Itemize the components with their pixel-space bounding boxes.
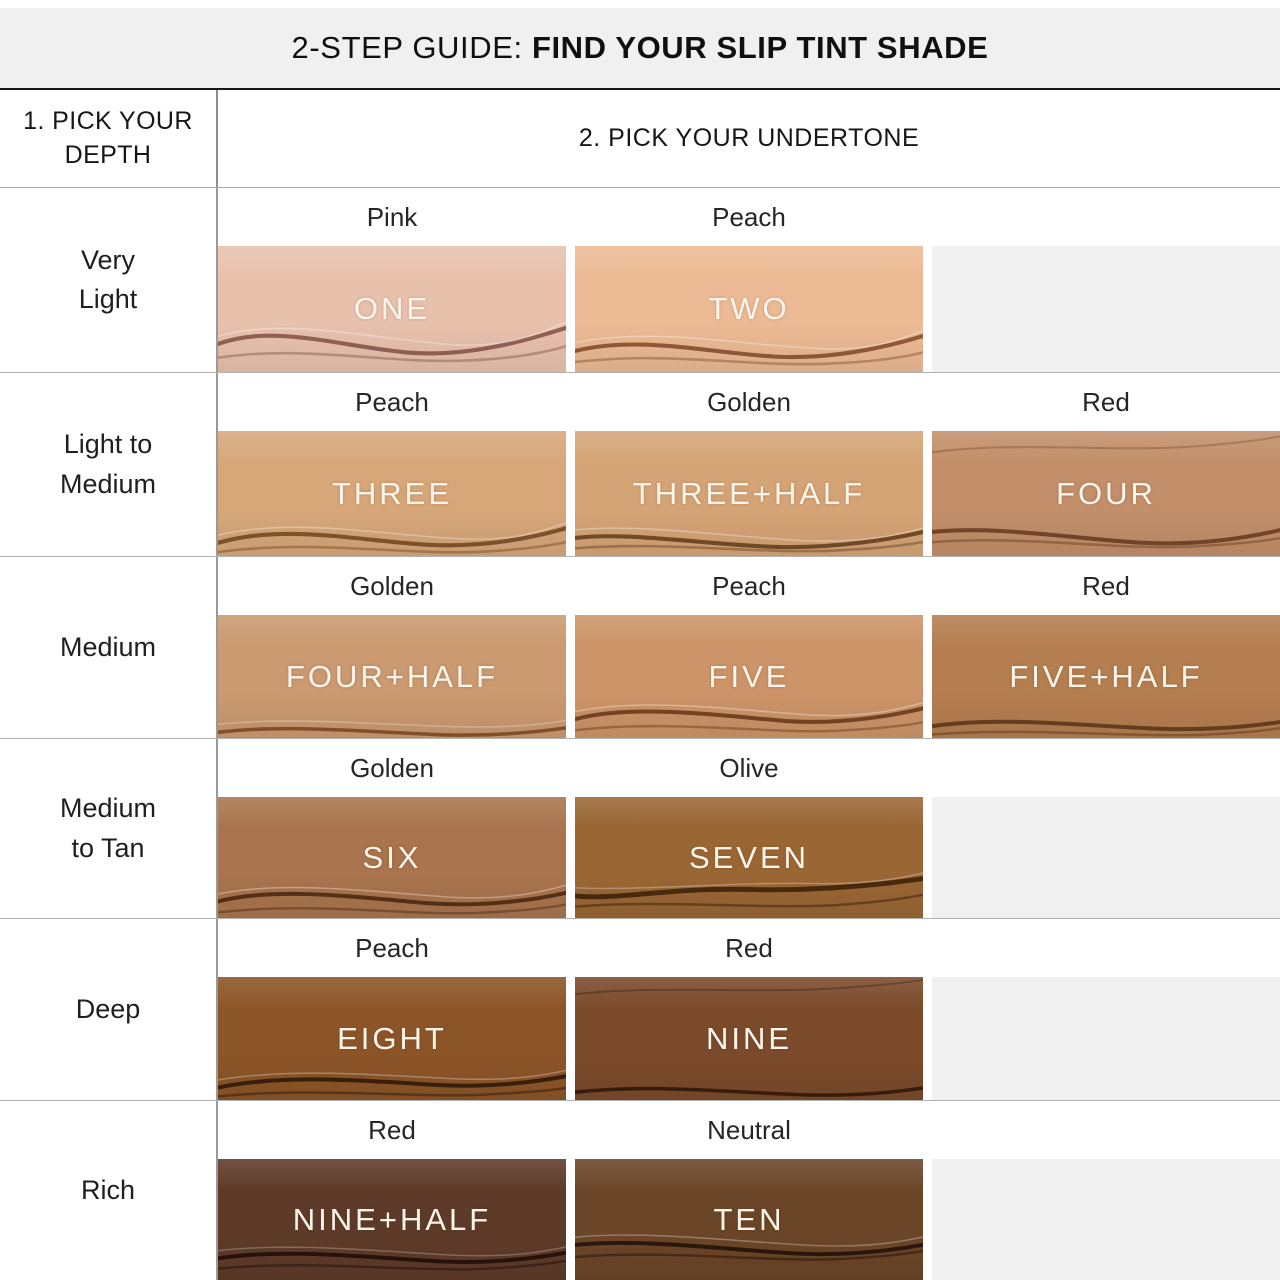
table-header-row: 1. PICK YOUR DEPTH 2. PICK YOUR UNDERTON…: [0, 90, 1280, 188]
shade-name: FOUR+HALF: [285, 658, 499, 694]
shade-name: FOUR: [1056, 475, 1156, 511]
empty-swatch-area: [932, 1159, 1280, 1280]
page-title-emphasis: FIND YOUR SLIP TINT SHADE: [531, 30, 989, 65]
depth-label: Deep: [0, 919, 218, 1100]
shade-cell: Olive SEVEN: [575, 739, 923, 918]
depth-column-header: 1. PICK YOUR DEPTH: [0, 90, 218, 187]
undertone-label: Olive: [575, 739, 923, 797]
shade-cell: Red NINE: [575, 919, 923, 1100]
row-cells: Golden FOUR+HALF Peach: [218, 557, 1280, 738]
shade-swatch: THREE: [218, 431, 566, 556]
empty-swatch-area: [932, 246, 1280, 372]
row-cells: Red NINE+HALF Neutral: [218, 1101, 1280, 1280]
shade-name: NINE+HALF: [292, 1201, 492, 1237]
shade-swatch: THREE+HALF: [575, 431, 923, 556]
depth-label: Medium to Tan: [0, 739, 218, 918]
shade-swatch: FOUR: [932, 431, 1280, 556]
shade-swatch: TWO: [575, 246, 923, 372]
shade-swatch: TEN: [575, 1159, 923, 1280]
shade-cell: Red FIVE+HALF: [932, 557, 1280, 738]
row-cells: Pink ONE Peach: [218, 188, 1280, 372]
empty-cell: [932, 919, 1280, 1100]
shade-name: SEVEN: [688, 839, 810, 875]
shade-cell: Golden THREE+HALF: [575, 373, 923, 556]
shade-cell: Golden FOUR+HALF: [218, 557, 566, 738]
shade-name: FIVE+HALF: [1009, 658, 1203, 694]
table-row: Medium Golden FOUR+HALF Peach: [0, 557, 1280, 739]
undertone-label: Red: [575, 919, 923, 977]
shade-cell: Red NINE+HALF: [218, 1101, 566, 1280]
undertone-label: Red: [932, 557, 1280, 615]
table-row: Light to Medium Peach THREE Golden: [0, 373, 1280, 557]
table-row: Deep Peach EIGHT Red: [0, 919, 1280, 1101]
empty-undertone-label: [932, 1101, 1280, 1159]
depth-label: Light to Medium: [0, 373, 218, 556]
empty-swatch-area: [932, 797, 1280, 918]
page-title-prefix: 2-STEP GUIDE:: [291, 30, 532, 65]
shade-cell: Peach FIVE: [575, 557, 923, 738]
shade-swatch: ONE: [218, 246, 566, 372]
shade-cell: Red FOUR: [932, 373, 1280, 556]
row-cells: Peach THREE Golden: [218, 373, 1280, 556]
shade-name: EIGHT: [337, 1020, 447, 1056]
shade-swatch: FIVE+HALF: [932, 615, 1280, 738]
shade-swatch: EIGHT: [218, 977, 566, 1100]
shade-cell: Pink ONE: [218, 188, 566, 372]
undertone-label: Red: [218, 1101, 566, 1159]
undertone-label: Peach: [218, 919, 566, 977]
undertone-label: Pink: [218, 188, 566, 246]
shade-swatch: FOUR+HALF: [218, 615, 566, 738]
shade-swatch: NINE: [575, 977, 923, 1100]
undertone-label: Peach: [575, 188, 923, 246]
shade-name: THREE: [331, 475, 453, 511]
shade-swatch: NINE+HALF: [218, 1159, 566, 1280]
shade-swatch: FIVE: [575, 615, 923, 738]
undertone-label: Peach: [218, 373, 566, 431]
shade-cell: Peach TWO: [575, 188, 923, 372]
shade-cell: Golden SIX: [218, 739, 566, 918]
shade-cell: Peach THREE: [218, 373, 566, 556]
undertone-label: Neutral: [575, 1101, 923, 1159]
undertone-label: Red: [932, 373, 1280, 431]
depth-label: Very Light: [0, 188, 218, 372]
table-row: Rich Red NINE+HALF Neutral: [0, 1101, 1280, 1280]
shade-cell: Peach EIGHT: [218, 919, 566, 1100]
shade-name: TEN: [713, 1201, 785, 1237]
empty-undertone-label: [932, 188, 1280, 246]
undertone-column-header: 2. PICK YOUR UNDERTONE: [578, 124, 920, 152]
shade-name: FIVE: [708, 658, 790, 694]
undertone-label: Peach: [575, 557, 923, 615]
table-row: Very Light Pink ONE Peach: [0, 188, 1280, 373]
shade-name: NINE: [705, 1020, 793, 1056]
empty-undertone-label: [932, 739, 1280, 797]
empty-swatch-area: [932, 977, 1280, 1100]
shade-name: THREE+HALF: [632, 475, 866, 511]
title-band: 2-STEP GUIDE: FIND YOUR SLIP TINT SHADE: [0, 8, 1280, 90]
page-title: 2-STEP GUIDE: FIND YOUR SLIP TINT SHADE: [292, 30, 989, 66]
table-row: Medium to Tan Golden SIX Olive: [0, 739, 1280, 919]
depth-label: Rich: [0, 1101, 218, 1280]
empty-cell: [932, 188, 1280, 372]
shade-name: SIX: [362, 839, 422, 875]
row-cells: Peach EIGHT Red: [218, 919, 1280, 1100]
depth-label: Medium: [0, 557, 218, 738]
empty-cell: [932, 1101, 1280, 1280]
undertone-label: Golden: [218, 557, 566, 615]
shade-swatch: SEVEN: [575, 797, 923, 918]
shade-name: ONE: [353, 291, 431, 326]
shade-table-body: Very Light Pink ONE Peach: [0, 188, 1280, 1280]
undertone-label: Golden: [218, 739, 566, 797]
empty-undertone-label: [932, 919, 1280, 977]
shade-name: TWO: [708, 291, 790, 326]
undertone-label: Golden: [575, 373, 923, 431]
shade-swatch: SIX: [218, 797, 566, 918]
row-cells: Golden SIX Olive: [218, 739, 1280, 918]
empty-cell: [932, 739, 1280, 918]
shade-cell: Neutral TEN: [575, 1101, 923, 1280]
